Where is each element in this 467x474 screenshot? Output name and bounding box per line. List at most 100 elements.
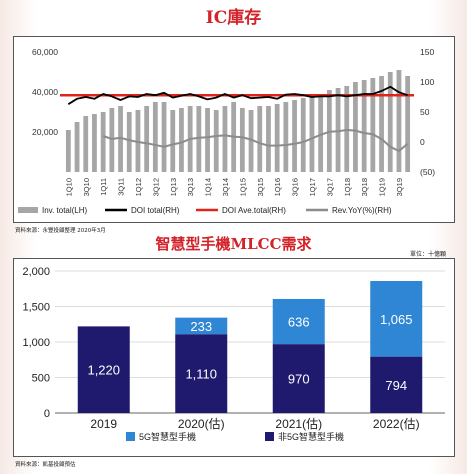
legend-swatch-5g — [126, 432, 135, 441]
x-axis-tick-label: 3Q18 — [360, 178, 369, 196]
legend-swatch-0 — [18, 207, 38, 213]
inventory-bar — [213, 110, 219, 172]
inventory-bar — [266, 106, 271, 172]
inventory-bar — [74, 122, 80, 172]
inventory-bar — [83, 116, 89, 172]
inventory-bar — [274, 104, 280, 172]
inventory-bar — [292, 100, 297, 172]
x-axis-tick-label: 1Q15 — [238, 178, 247, 196]
non5g-bar-value-label: 1,220 — [87, 363, 120, 378]
fiveg-bar — [175, 317, 228, 335]
inventory-bar — [126, 112, 132, 172]
x-axis-category-label: 2021(估) — [275, 417, 322, 431]
ic-inventory-title: IC庫存 — [205, 8, 262, 28]
fiveg-bar-value-label: 636 — [288, 315, 310, 330]
fiveg-bar-value-label: 1,065 — [380, 312, 413, 327]
x-axis-category-label: 2019 — [90, 417, 117, 431]
non5g-bar-value-label: 970 — [288, 372, 310, 387]
x-axis-tick-label: 3Q17 — [325, 178, 334, 196]
left-axis-tick-label: 20,000 — [32, 127, 58, 137]
inventory-bar — [144, 106, 150, 172]
doi-total-line — [67, 85, 408, 105]
x-axis-tick-label: 3Q16 — [291, 178, 300, 196]
x-axis-tick-label: 3Q12 — [151, 178, 160, 196]
inventory-bar — [344, 86, 350, 172]
right-axis-tick-label: 150 — [420, 47, 434, 57]
right-axis-tick-label: 100 — [420, 77, 434, 87]
inventory-bar — [248, 110, 254, 172]
inventory-bar — [239, 108, 245, 172]
y-axis-tick-label: 500 — [32, 373, 50, 385]
top-source-note: 資料來源：永豐投顧整理 2020年3月 — [15, 228, 106, 234]
inventory-bar — [179, 108, 184, 172]
inventory-bar — [109, 108, 115, 172]
left-axis-tick-label: 60,000 — [32, 47, 58, 57]
x-axis-tick-label: 3Q11 — [117, 178, 126, 196]
inventory-bar — [65, 130, 71, 172]
x-axis-tick-label: 1Q16 — [273, 178, 282, 196]
unit-label: 單位：十億顆 — [410, 251, 447, 258]
fiveg-bar — [370, 281, 423, 357]
inventory-bar — [100, 112, 106, 172]
inventory-bar — [405, 76, 411, 172]
legend-label: Rev.YoY(%)(RH) — [332, 206, 392, 215]
x-axis-tick-label: 1Q12 — [134, 178, 143, 196]
inventory-bar — [335, 88, 341, 172]
x-axis-tick-label: 1Q10 — [64, 178, 73, 196]
inventory-bar — [309, 96, 315, 172]
x-axis-tick-label: 3Q14 — [221, 178, 230, 196]
non5g-bar — [370, 356, 423, 413]
inventory-bar — [257, 106, 263, 172]
x-axis-category-label: 2022(估) — [373, 417, 420, 431]
non5g-bar-value-label: 794 — [385, 378, 407, 393]
x-axis-tick-label: 1Q19 — [378, 178, 387, 196]
x-axis-category-label: 2020(估) — [178, 417, 225, 431]
fiveg-bar-value-label: 233 — [190, 319, 212, 334]
non5g-bar — [272, 344, 325, 413]
legend-label: DOI Ave.total(RH) — [222, 206, 286, 215]
inventory-bar — [361, 80, 367, 172]
inventory-bar — [118, 106, 123, 172]
inventory-bar — [353, 82, 358, 172]
non5g-bar — [175, 334, 228, 413]
right-axis-tick-label: 50 — [420, 107, 430, 117]
inventory-bar — [170, 110, 176, 172]
inventory-bar — [379, 76, 384, 172]
x-axis-tick-label: 1Q14 — [204, 178, 213, 196]
y-axis-tick-label: 1,000 — [22, 337, 50, 349]
y-axis-tick-label: 0 — [44, 408, 50, 420]
bottom-source-note: 資料來源：凱基投顧預估 — [15, 462, 76, 468]
fiveg-bar — [272, 298, 325, 345]
non5g-bar-value-label: 1,110 — [185, 367, 217, 382]
right-axis-tick-label: 0 — [420, 137, 425, 147]
inventory-bar — [387, 72, 393, 172]
inventory-bar — [318, 94, 324, 172]
left-axis-tick-label: 40,000 — [32, 87, 58, 97]
y-axis-tick-label: 2,000 — [22, 266, 50, 278]
inventory-bar — [396, 70, 402, 172]
ic-inventory-chart: 20,000 40,000 60,000 (50) 0 50 100 150 1Q10 3Q10 1… — [18, 47, 435, 215]
x-axis-tick-label: 1Q17 — [308, 178, 317, 196]
legend-swatch-non5g — [265, 432, 274, 441]
mlcc-demand-title: 智慧型手機MLCC需求 — [155, 235, 312, 253]
inventory-bar — [205, 108, 210, 172]
inventory-bar — [152, 102, 158, 172]
revenue-yoy-line — [102, 129, 409, 152]
inventory-bar — [161, 102, 167, 172]
inventory-bar — [222, 106, 228, 172]
non5g-bar — [77, 326, 130, 413]
x-axis-tick-label: 3Q19 — [395, 178, 404, 196]
legend-label: DOI total(RH) — [131, 206, 180, 215]
inventory-bar — [92, 114, 97, 172]
inventory-bar — [300, 98, 306, 172]
legend-label: Inv. total(LH) — [42, 206, 88, 215]
y-axis-tick-label: 1,500 — [22, 302, 50, 314]
x-axis-tick-label: 1Q11 — [99, 178, 108, 196]
x-axis-tick-label: 1Q18 — [343, 178, 352, 196]
x-axis-tick-label: 3Q10 — [82, 178, 91, 196]
inventory-bar — [370, 78, 376, 172]
legend-label-5g: 5G智慧型手機 — [139, 431, 196, 442]
x-axis-tick-label: 3Q15 — [256, 178, 265, 196]
right-axis-tick-label: (50) — [420, 167, 435, 177]
